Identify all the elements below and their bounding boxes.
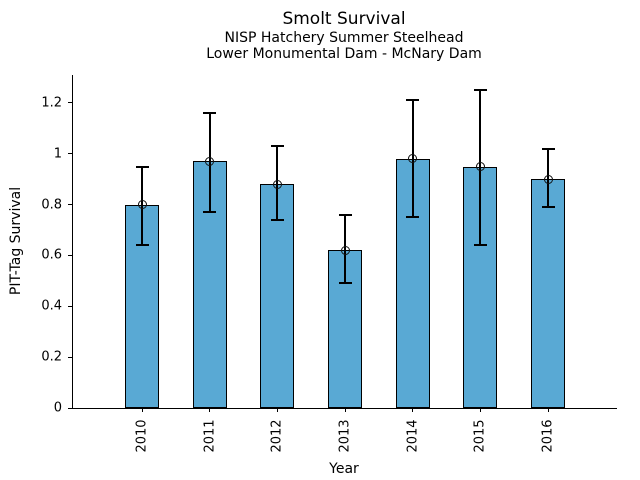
chart-subtitle-line-2: Lower Monumental Dam - McNary Dam	[206, 46, 482, 62]
errorbar-cap-bottom-2010	[135, 244, 149, 247]
marker-2013	[340, 245, 350, 255]
y-tick-label-0.6: 0.6	[41, 247, 62, 263]
y-tick-0.2	[68, 356, 72, 358]
y-axis-label: PIT-Tag Survival	[8, 186, 24, 296]
y-tick-0.4	[68, 305, 72, 307]
x-axis-label: Year	[329, 461, 359, 477]
y-tick-label-0.8: 0.8	[41, 197, 62, 213]
x-tick-label-2013: 2013	[337, 419, 353, 453]
x-tick-2015	[479, 408, 481, 412]
marker-2011	[205, 156, 215, 166]
x-tick-2014	[412, 408, 414, 412]
errorbar-cap-top-2014	[406, 99, 420, 102]
x-tick-2010	[141, 408, 143, 412]
errorbar-cap-bottom-2014	[406, 216, 420, 219]
plot-area: 2010 2011 2012 2013 2014 2015 2016 0 0.2 0.4 0.6 0.…	[41, 75, 617, 453]
marker-2010	[137, 200, 147, 210]
x-tick-label-2016: 2016	[540, 419, 556, 453]
errorbar-cap-top-2015	[473, 89, 487, 92]
x-tick-label-2011: 2011	[202, 419, 218, 453]
errorbar-cap-bottom-2016	[541, 206, 555, 209]
y-tick-1.2	[68, 102, 72, 104]
marker-2014	[408, 154, 418, 164]
y-tick-1	[68, 153, 72, 155]
errorbar-cap-bottom-2011	[203, 211, 217, 214]
bar-2016	[531, 179, 565, 408]
y-tick-label-1.2: 1.2	[41, 95, 62, 111]
marker-2015	[475, 162, 485, 171]
bar-2013	[328, 250, 362, 408]
x-tick-label-2015: 2015	[472, 419, 488, 453]
errorbar-cap-bottom-2015	[473, 244, 487, 247]
marker-2012	[272, 179, 282, 189]
errorbar-cap-top-2010	[135, 165, 149, 168]
y-tick-label-0.2: 0.2	[41, 349, 62, 365]
x-tick-2016	[547, 408, 549, 412]
marker-2016	[543, 174, 553, 184]
x-tick-2011	[209, 408, 211, 412]
y-tick-0.8	[68, 204, 72, 206]
y-tick-label-1: 1	[53, 146, 62, 162]
y-tick-0.6	[68, 254, 72, 256]
errorbar-cap-top-2011	[203, 112, 217, 115]
x-tick-label-2014: 2014	[405, 419, 421, 453]
bar-2015	[463, 166, 498, 408]
chart-subtitle-line-1: NISP Hatchery Summer Steelhead	[224, 30, 464, 46]
errorbar-cap-bottom-2013	[338, 282, 352, 285]
y-tick-label-0.4: 0.4	[41, 298, 62, 314]
errorbar-cap-bottom-2012	[270, 218, 284, 221]
y-tick-0	[68, 407, 72, 409]
x-tick-label-2010: 2010	[134, 419, 150, 453]
x-tick-2013	[344, 408, 346, 412]
errorbar-cap-top-2012	[270, 145, 284, 148]
errorbar-cap-top-2016	[541, 147, 555, 150]
x-tick-label-2012: 2012	[269, 419, 285, 453]
y-tick-label-0: 0	[53, 400, 62, 416]
x-tick-2012	[276, 408, 278, 412]
chart-title: Smolt Survival	[282, 9, 406, 29]
errorbar-cap-top-2013	[338, 213, 352, 216]
